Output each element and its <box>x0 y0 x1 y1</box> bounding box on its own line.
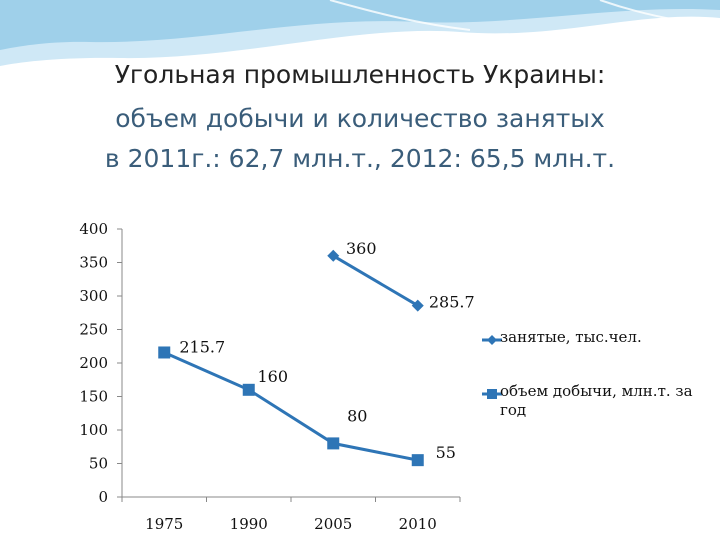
y-tick-label: 350 <box>79 254 108 272</box>
y-tick-label: 50 <box>89 455 108 473</box>
data-point-square <box>158 346 171 359</box>
data-point-diamond <box>327 249 340 262</box>
y-tick-label: 200 <box>79 354 108 372</box>
data-point-square <box>242 383 255 396</box>
legend-diamond-icon <box>482 335 502 345</box>
data-label: 285.7 <box>429 293 475 312</box>
data-label: 160 <box>257 367 288 386</box>
data-point-diamond <box>411 299 424 312</box>
legend-label-employed: занятые, тыс.чел. <box>500 328 642 346</box>
x-tick-label: 2005 <box>314 515 352 533</box>
data-label: 55 <box>436 443 456 462</box>
y-tick-label: 250 <box>79 321 108 339</box>
chart-title-line-2: объем добычи и количество занятых <box>115 104 605 133</box>
chart-data-labels: 360 285.7 215.7 160 80 55 <box>179 239 474 462</box>
series-line-0 <box>332 254 419 307</box>
y-tick-label: 300 <box>79 287 108 305</box>
legend-label-production: объем добычи, млн.т. за год <box>500 382 693 419</box>
data-point-square <box>327 437 340 450</box>
data-point-square <box>411 454 424 467</box>
y-tick-label: 400 <box>79 220 108 238</box>
y-tick-label: 150 <box>79 388 108 406</box>
x-tick-label: 1975 <box>145 515 183 533</box>
chart-title-line-1: Угольная промышленность Украины: <box>114 60 606 89</box>
data-label: 360 <box>346 239 377 258</box>
chart-title-line-3: в 2011г.: 62,7 млн.т., 2012: 65,5 млн.т. <box>104 144 616 173</box>
legend-square-icon <box>482 389 502 399</box>
chart-axes: 0 50 100 150 200 250 300 350 400 1975 1990 2005 2010 <box>79 220 461 533</box>
data-label: 215.7 <box>179 337 225 356</box>
x-tick-label: 1990 <box>230 515 268 533</box>
series-line-1 <box>163 351 419 462</box>
data-label: 80 <box>347 406 367 425</box>
y-tick-label: 0 <box>98 488 108 506</box>
y-tick-label: 100 <box>79 421 108 439</box>
x-tick-label: 2010 <box>399 515 437 533</box>
chart-series <box>158 249 424 467</box>
